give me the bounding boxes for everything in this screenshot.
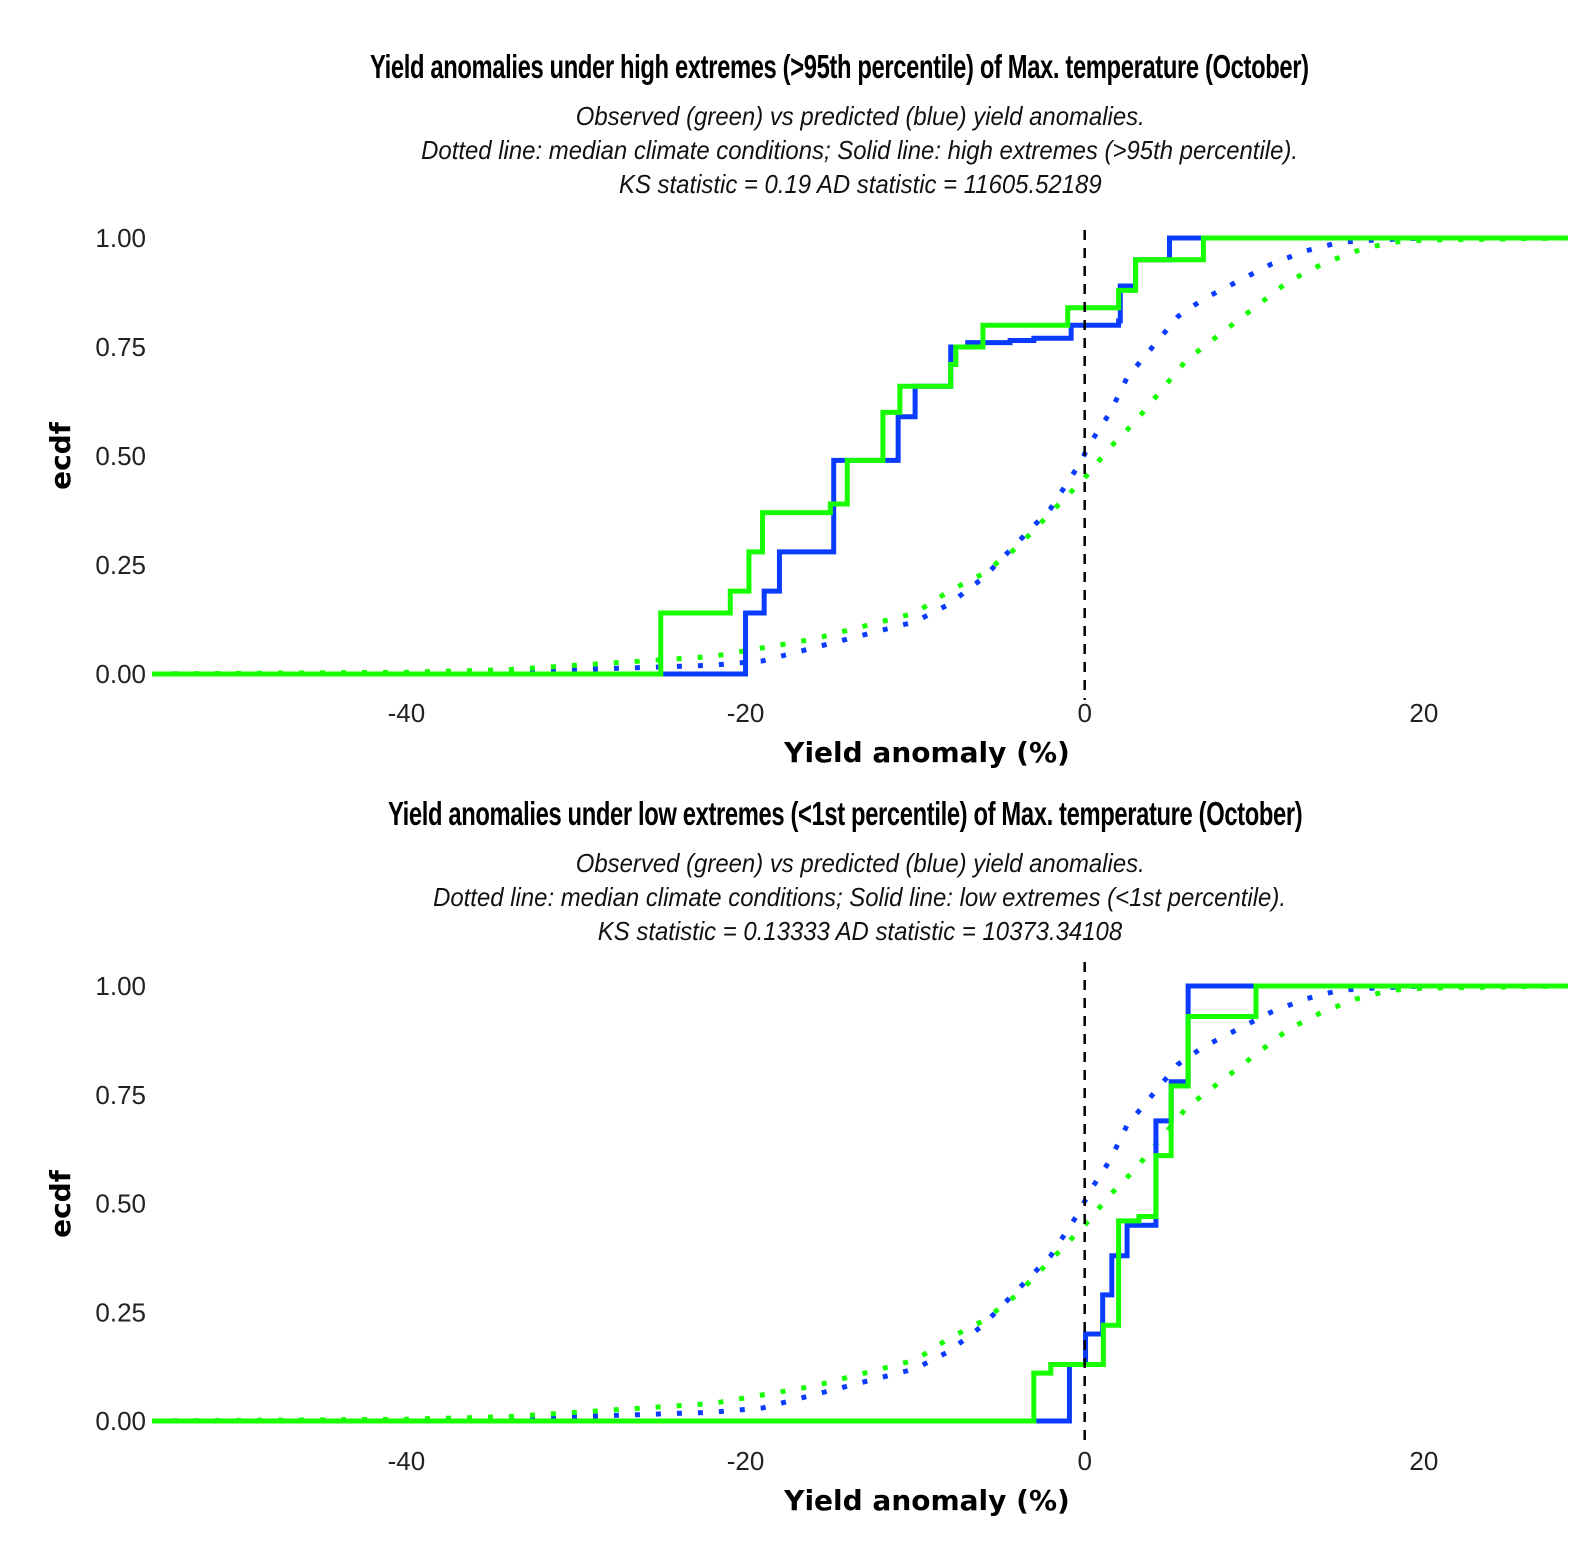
chart-subtitle-line-1: Observed (green) vs predicted (blue) yie… bbox=[152, 99, 1568, 133]
x-tick-label: -20 bbox=[727, 698, 765, 728]
series-dotted-observed bbox=[151, 235, 1569, 677]
subtitle-text: Dotted line: median climate conditions; … bbox=[433, 882, 1287, 912]
y-axis-label: ecdf bbox=[44, 1169, 77, 1238]
chart-title: Yield anomalies under high extremes (>95… bbox=[370, 48, 1309, 85]
series-solid-predicted bbox=[152, 983, 1568, 1424]
chart-subtitle-line-2: Dotted line: median climate conditions; … bbox=[152, 880, 1568, 914]
y-tick-label: 0.75 bbox=[95, 1080, 146, 1110]
subtitle-text: Observed (green) vs predicted (blue) yie… bbox=[575, 848, 1145, 878]
series-solid-predicted bbox=[152, 235, 1568, 677]
series-dotted-observed bbox=[151, 983, 1569, 1424]
y-tick-label: 0.00 bbox=[95, 1406, 146, 1436]
series-dotted-predicted bbox=[151, 983, 1568, 1424]
x-tick-label: 0 bbox=[1077, 698, 1091, 728]
chart-0: 0.00 0.25 0.50 0.75 1.00 -40 -20 0 20 Yield anoma… bbox=[44, 223, 1569, 769]
chart-subtitle-line-3: KS statistic = 0.13333 AD statistic = 10… bbox=[152, 914, 1568, 948]
y-tick-label: 0.25 bbox=[95, 550, 146, 580]
series-solid-observed bbox=[152, 235, 1568, 677]
x-tick-label: 20 bbox=[1409, 698, 1438, 728]
x-tick-label: 0 bbox=[1077, 1446, 1091, 1476]
y-tick-label: 0.00 bbox=[95, 659, 146, 689]
y-tick-label: 0.50 bbox=[95, 441, 146, 471]
x-axis-label: Yield anomaly (%) bbox=[783, 1484, 1070, 1517]
y-tick-label: 1.00 bbox=[95, 971, 146, 1001]
chart-panel-high-extremes: Yield anomalies under high extremes (>95… bbox=[152, 48, 1568, 201]
x-tick-label: -40 bbox=[388, 698, 426, 728]
series-solid-observed bbox=[152, 983, 1568, 1424]
chart-subtitle-line-2: Dotted line: median climate conditions; … bbox=[152, 133, 1568, 167]
chart-subtitle-line-3: KS statistic = 0.19 AD statistic = 11605… bbox=[152, 167, 1568, 201]
subtitle-text: Observed (green) vs predicted (blue) yie… bbox=[575, 101, 1145, 131]
x-axis-label: Yield anomaly (%) bbox=[783, 736, 1070, 769]
subtitle-text: KS statistic = 0.19 AD statistic = 11605… bbox=[618, 169, 1102, 199]
y-tick-label: 1.00 bbox=[95, 223, 146, 253]
y-axis-label: ecdf bbox=[44, 421, 77, 490]
x-tick-label: 20 bbox=[1409, 1446, 1438, 1476]
x-tick-label: -20 bbox=[727, 1446, 765, 1476]
y-tick-label: 0.50 bbox=[95, 1189, 146, 1219]
chart-title: Yield anomalies under low extremes (<1st… bbox=[388, 795, 1303, 832]
chart-subtitle-line-1: Observed (green) vs predicted (blue) yie… bbox=[152, 846, 1568, 880]
y-tick-label: 0.75 bbox=[95, 332, 146, 362]
series-dotted-predicted bbox=[151, 235, 1568, 677]
subtitle-text: KS statistic = 0.13333 AD statistic = 10… bbox=[597, 916, 1123, 946]
chart-1: 0.00 0.25 0.50 0.75 1.00 -40 -20 0 20 Yield anoma… bbox=[44, 962, 1569, 1517]
y-tick-label: 0.25 bbox=[95, 1297, 146, 1327]
x-tick-label: -40 bbox=[388, 1446, 426, 1476]
subtitle-text: Dotted line: median climate conditions; … bbox=[421, 135, 1299, 165]
